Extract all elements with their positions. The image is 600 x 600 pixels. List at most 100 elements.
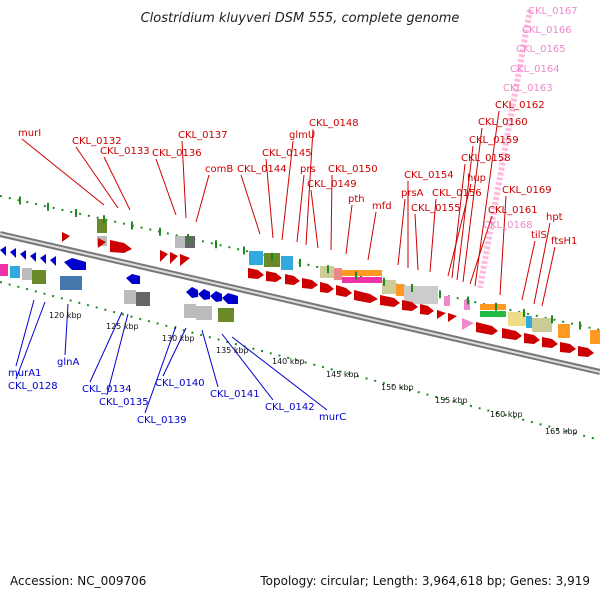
gene-label: CKL_0161 bbox=[488, 205, 538, 216]
feature-arrow bbox=[266, 271, 282, 282]
label-leader bbox=[474, 110, 500, 287]
genome-backbone-highlight bbox=[0, 233, 600, 373]
map-title: Clostridium kluyveri DSM 555, complete g… bbox=[141, 11, 460, 26]
gene-label: CKL_0150 bbox=[328, 164, 378, 175]
feature-block bbox=[136, 292, 150, 306]
gene-label: mfd bbox=[372, 201, 392, 212]
feature-arrow bbox=[198, 289, 210, 300]
feature-arrow bbox=[462, 318, 474, 330]
ruler-label: 125 kbp bbox=[106, 322, 139, 331]
gene-label: CKL_0162 bbox=[495, 100, 545, 111]
gene-label: tilS bbox=[531, 230, 547, 241]
label-leader bbox=[397, 198, 406, 266]
feature-block bbox=[396, 284, 404, 296]
feature-arrow bbox=[62, 232, 70, 242]
feature-arrow bbox=[336, 285, 352, 297]
feature-block bbox=[464, 300, 470, 310]
gene-label: CKL_0139 bbox=[137, 415, 187, 426]
feature-block bbox=[508, 312, 526, 326]
feature-block bbox=[218, 308, 234, 322]
label-leaders bbox=[15, 110, 556, 414]
accession-text: Accession: NC_009706 bbox=[10, 574, 146, 588]
feature-block bbox=[97, 219, 107, 233]
feature-block bbox=[249, 251, 263, 265]
feature-block bbox=[532, 318, 552, 332]
label-leader bbox=[106, 313, 129, 396]
feature-block bbox=[480, 311, 506, 317]
ruler-label: 140 kbp bbox=[272, 357, 305, 366]
feature-arrow bbox=[222, 293, 238, 304]
feature-arrow bbox=[0, 246, 6, 256]
feature-arrow bbox=[98, 238, 106, 248]
feature-block bbox=[185, 236, 195, 248]
gene-label: CKL_0134 bbox=[82, 384, 132, 395]
feature-arrow bbox=[320, 282, 334, 293]
label-leader bbox=[155, 158, 177, 216]
label-leader bbox=[451, 163, 466, 279]
gene-label: prsA bbox=[401, 188, 424, 199]
label-leader bbox=[296, 174, 305, 243]
label-leader bbox=[499, 195, 507, 296]
forward-features bbox=[62, 219, 600, 357]
feature-arrow bbox=[180, 254, 190, 266]
gene-label: CKL_0149 bbox=[307, 179, 357, 190]
gene-label: CKL_0141 bbox=[210, 389, 260, 400]
label-leader bbox=[310, 189, 319, 249]
feature-block bbox=[342, 277, 382, 283]
feature-arrow bbox=[64, 258, 86, 270]
ruler-label: 165 kbp bbox=[545, 427, 578, 436]
gene-label: murI bbox=[18, 128, 41, 139]
gene-label: CKL_0154 bbox=[404, 170, 454, 181]
label-leader bbox=[533, 222, 551, 305]
feature-block bbox=[124, 290, 136, 304]
ruler-label: 130 kbp bbox=[162, 334, 195, 343]
gene-label: CKL_0145 bbox=[262, 148, 312, 159]
label-leader bbox=[15, 299, 35, 367]
feature-block bbox=[342, 270, 382, 276]
feature-arrow bbox=[126, 274, 140, 284]
gene-label: glnA bbox=[57, 357, 79, 368]
gene-label: CKL_0140 bbox=[155, 378, 205, 389]
feature-block bbox=[526, 316, 532, 328]
ruler-labels: 120 kbp 125 kbp 130 kbp 135 kbp 140 kbp 145 k… bbox=[49, 311, 578, 436]
feature-block bbox=[382, 280, 396, 294]
gene-label: glmU bbox=[289, 130, 315, 141]
gene-label: CKL_0159 bbox=[469, 135, 519, 146]
feature-block bbox=[196, 306, 212, 320]
label-leader bbox=[240, 174, 261, 235]
label-leader bbox=[144, 325, 177, 414]
feature-arrow bbox=[248, 268, 264, 279]
gene-label: CKL_0160 bbox=[478, 117, 528, 128]
label-leader bbox=[103, 156, 131, 211]
gene-label: CKL_0148 bbox=[309, 118, 359, 129]
label-leader bbox=[456, 145, 474, 281]
feature-arrow bbox=[302, 278, 318, 289]
feature-arrow bbox=[160, 250, 168, 262]
label-leader bbox=[162, 327, 187, 377]
label-leader bbox=[330, 174, 333, 251]
genome-summary-text: Topology: circular; Length: 3,964,618 bp… bbox=[259, 574, 590, 588]
gene-label: CKL_0135 bbox=[99, 397, 149, 408]
feature-arrow bbox=[10, 248, 16, 258]
feature-block bbox=[404, 286, 438, 304]
feature-arrow bbox=[524, 333, 540, 344]
feature-arrow bbox=[50, 256, 56, 266]
reverse-features bbox=[0, 246, 238, 322]
rna-label: CKL_0163 bbox=[503, 83, 553, 94]
rna-label: CKL_0164 bbox=[510, 64, 560, 75]
rna-label: CKL_0165 bbox=[516, 44, 566, 55]
rna-label: CKL_0166 bbox=[522, 25, 572, 36]
gene-label: CKL_0169 bbox=[502, 185, 552, 196]
feature-arrow bbox=[502, 328, 522, 340]
gene-label: prs bbox=[300, 164, 316, 175]
label-leader bbox=[21, 138, 105, 206]
feature-block bbox=[175, 236, 185, 248]
label-leader bbox=[201, 329, 219, 388]
gene-label: ftsH1 bbox=[551, 236, 577, 247]
label-leader bbox=[305, 128, 314, 246]
label-leader bbox=[367, 211, 377, 261]
feature-block bbox=[32, 270, 46, 284]
label-leader bbox=[541, 246, 556, 307]
ruler-label: 160 kbp bbox=[490, 410, 523, 419]
feature-arrow bbox=[285, 274, 300, 285]
